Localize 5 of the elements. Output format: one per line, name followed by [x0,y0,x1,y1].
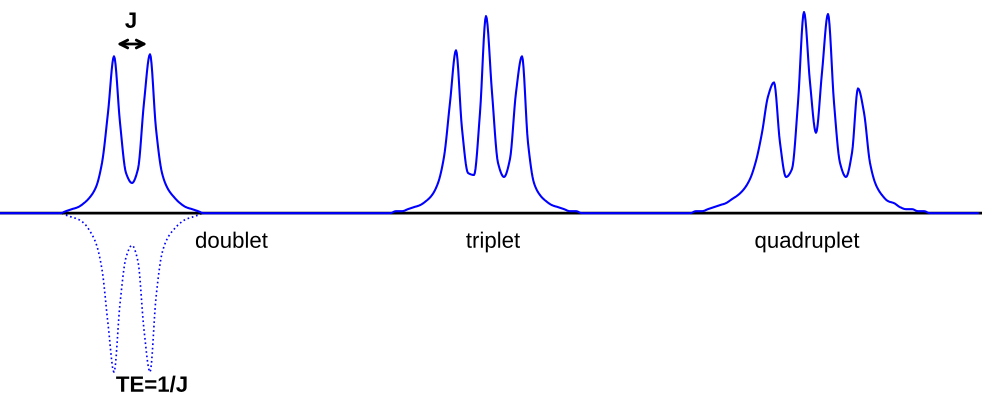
annotation: triplet [466,232,520,252]
annotation: J [125,12,136,28]
annotation: quadruplet [755,232,860,252]
text: TE=1/J [116,376,187,392]
annotation: doublet [196,232,268,248]
